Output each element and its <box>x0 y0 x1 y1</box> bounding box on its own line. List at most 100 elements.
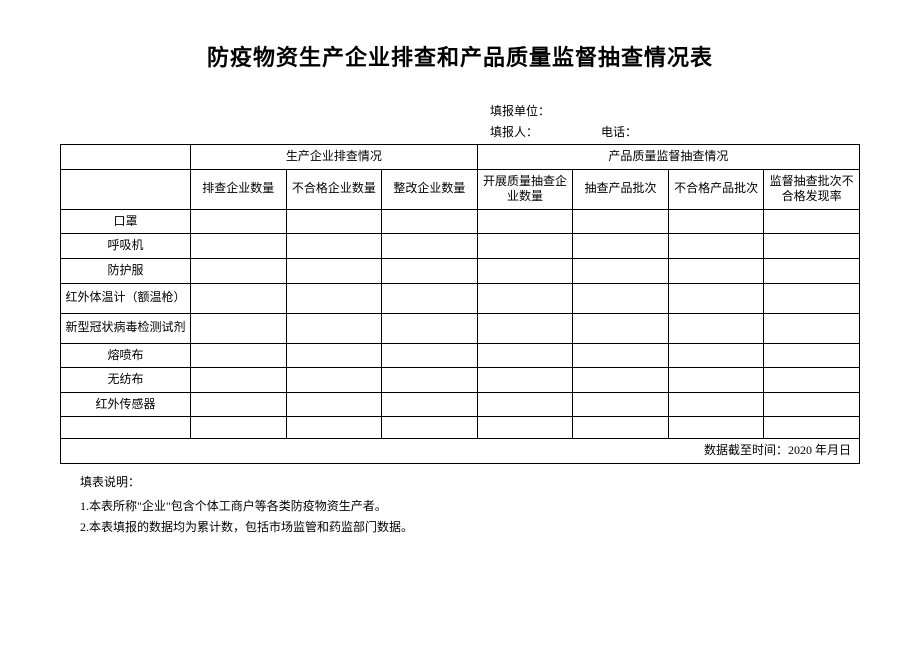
cell <box>477 313 573 343</box>
cell <box>668 368 764 393</box>
cell <box>286 258 382 283</box>
table-row <box>61 417 860 439</box>
group-header-row: 生产企业排查情况 产品质量监督抽查情况 <box>61 145 860 170</box>
cell <box>573 392 669 417</box>
row-label: 防护服 <box>61 258 191 283</box>
cell <box>477 209 573 234</box>
cell <box>573 313 669 343</box>
cell <box>668 258 764 283</box>
row-label: 红外传感器 <box>61 392 191 417</box>
cell <box>477 368 573 393</box>
table-row: 红外传感器 <box>61 392 860 417</box>
cell <box>764 258 860 283</box>
cell <box>668 417 764 439</box>
notes-heading: 填表说明： <box>80 472 860 494</box>
cell <box>764 392 860 417</box>
cell <box>668 392 764 417</box>
row-label: 熔喷布 <box>61 343 191 368</box>
cell <box>286 368 382 393</box>
cell <box>382 234 478 259</box>
cell <box>573 234 669 259</box>
table-row: 呼吸机 <box>61 234 860 259</box>
cell <box>764 209 860 234</box>
cell <box>286 313 382 343</box>
col-header-c1: 排查企业数量 <box>191 169 287 209</box>
cell <box>191 283 287 313</box>
cell <box>191 234 287 259</box>
cell <box>764 313 860 343</box>
cell <box>764 368 860 393</box>
table-row: 新型冠状病毒检测试剂 <box>61 313 860 343</box>
cell <box>191 368 287 393</box>
cell <box>764 234 860 259</box>
cell <box>382 283 478 313</box>
cell <box>191 392 287 417</box>
cell <box>286 209 382 234</box>
meta-row-reporter: 填报人： 电话： <box>60 123 860 140</box>
footer-row: 数据截至时间：2020 年月日 <box>61 439 860 464</box>
unit-label: 填报单位： <box>490 102 550 119</box>
cell <box>191 313 287 343</box>
cell <box>573 258 669 283</box>
notes-section: 填表说明： 1.本表所称"企业"包含个体工商户等各类防疫物资生产者。 2.本表填… <box>60 472 860 539</box>
cell <box>573 283 669 313</box>
table-row: 口罩 <box>61 209 860 234</box>
cell <box>286 343 382 368</box>
cell <box>477 234 573 259</box>
row-label: 新型冠状病毒检测试剂 <box>61 313 191 343</box>
cell <box>573 417 669 439</box>
row-label: 无纺布 <box>61 368 191 393</box>
cell <box>764 417 860 439</box>
note-line-1: 1.本表所称"企业"包含个体工商户等各类防疫物资生产者。 <box>80 496 860 518</box>
cell <box>477 283 573 313</box>
cell <box>382 417 478 439</box>
cell <box>573 368 669 393</box>
footer-cell: 数据截至时间：2020 年月日 <box>61 439 860 464</box>
cell <box>382 343 478 368</box>
cell <box>477 258 573 283</box>
main-table: 生产企业排查情况 产品质量监督抽查情况 排查企业数量 不合格企业数量 整改企业数… <box>60 144 860 464</box>
cell <box>764 283 860 313</box>
cell <box>668 313 764 343</box>
col-header-c7: 监督抽查批次不合格发现率 <box>764 169 860 209</box>
col-header-c3: 整改企业数量 <box>382 169 478 209</box>
table-row: 红外体温计（额温枪） <box>61 283 860 313</box>
reporter-label: 填报人： <box>490 123 538 140</box>
row-label <box>61 417 191 439</box>
cell <box>191 258 287 283</box>
cell <box>668 343 764 368</box>
col-header-row: 排查企业数量 不合格企业数量 整改企业数量 开展质量抽查企业数量 抽查产品批次 … <box>61 169 860 209</box>
cell <box>382 258 478 283</box>
cell <box>477 343 573 368</box>
cell <box>286 283 382 313</box>
cell <box>286 234 382 259</box>
cell <box>668 209 764 234</box>
row-label: 红外体温计（额温枪） <box>61 283 191 313</box>
cell <box>573 209 669 234</box>
table-row: 防护服 <box>61 258 860 283</box>
cell <box>573 343 669 368</box>
row-label: 呼吸机 <box>61 234 191 259</box>
col-header-c6: 不合格产品批次 <box>668 169 764 209</box>
phone-label: 电话： <box>601 123 637 140</box>
cell <box>668 283 764 313</box>
meta-row-unit: 填报单位： <box>60 102 860 119</box>
col-header-c5: 抽查产品批次 <box>573 169 669 209</box>
cell <box>764 343 860 368</box>
page-title: 防疫物资生产企业排查和产品质量监督抽查情况表 <box>60 40 860 72</box>
cell <box>477 392 573 417</box>
cell <box>191 343 287 368</box>
cell <box>477 417 573 439</box>
cell <box>382 368 478 393</box>
cell <box>286 417 382 439</box>
cell <box>382 392 478 417</box>
group-header-blank <box>61 145 191 170</box>
table-row: 无纺布 <box>61 368 860 393</box>
cell <box>191 209 287 234</box>
group-header-1: 生产企业排查情况 <box>191 145 478 170</box>
cell <box>286 392 382 417</box>
table-row: 熔喷布 <box>61 343 860 368</box>
col-header-c4: 开展质量抽查企业数量 <box>477 169 573 209</box>
note-line-2: 2.本表填报的数据均为累计数，包括市场监管和药监部门数据。 <box>80 517 860 539</box>
row-label: 口罩 <box>61 209 191 234</box>
